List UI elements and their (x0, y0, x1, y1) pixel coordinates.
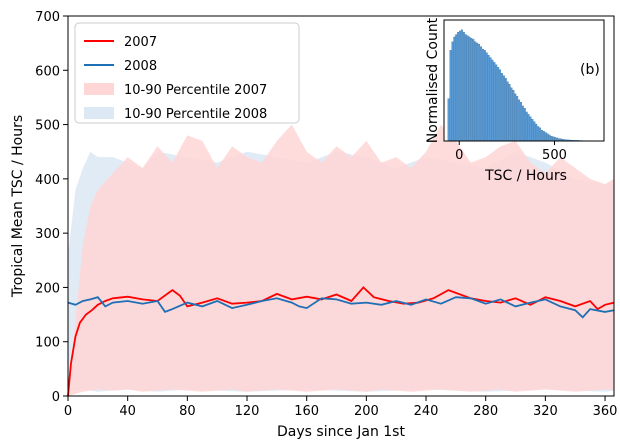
inset-x-tick-label: 0 (455, 148, 463, 163)
x-tick-label: 360 (593, 404, 618, 419)
histogram-bar (490, 58, 492, 141)
histogram-bar (459, 31, 461, 141)
histogram-bar (484, 50, 486, 141)
legend-label: 10-90 Percentile 2008 (124, 107, 267, 122)
histogram-bar (499, 70, 501, 141)
histogram-bar (505, 78, 507, 141)
histogram-bar (480, 47, 482, 141)
histogram-bar (467, 36, 469, 141)
x-tick-label: 40 (119, 404, 136, 419)
legend: 2007 2008 10-90 Percentile 2007 10-90 Perce… (75, 23, 299, 123)
histogram-bar (503, 76, 505, 141)
histogram-bar (450, 50, 452, 141)
histogram-bar (455, 35, 457, 141)
histogram-bar (553, 137, 555, 141)
histogram-bar (463, 32, 465, 141)
x-tick-label: 240 (414, 404, 439, 419)
histogram-bar (513, 90, 515, 141)
histogram-bar (518, 100, 520, 141)
panel-label-b: (b) (580, 62, 600, 78)
inset-x-tick-label: 500 (542, 148, 567, 163)
x-tick-label: 120 (235, 404, 260, 419)
histogram-bar (473, 39, 475, 141)
band-10-90-percentile-2007 (68, 125, 614, 396)
inset-x-axis-label: TSC / Hours (484, 168, 567, 184)
histogram-bar (554, 137, 556, 141)
y-tick-label: 500 (35, 119, 60, 134)
y-axis-label: Tropical Mean TSC / Hours (10, 115, 26, 298)
y-tick-label: 700 (35, 10, 60, 25)
histogram-bar (482, 49, 484, 141)
histogram-bar (495, 65, 497, 141)
histogram-bar (478, 44, 480, 141)
y-tick-label: 100 (35, 336, 60, 351)
histogram-bar (520, 102, 522, 141)
histogram-bar (551, 136, 553, 141)
histogram-bar (532, 119, 534, 141)
histogram-bar (501, 73, 503, 141)
y-tick-label: 400 (35, 173, 60, 188)
histogram-bar (537, 126, 539, 141)
y-tick-label: 600 (35, 64, 60, 79)
x-tick-label: 280 (473, 404, 498, 419)
histogram-bar (461, 30, 463, 141)
histogram-bar (511, 88, 513, 141)
x-tick-label: 80 (179, 404, 196, 419)
histogram-bar (476, 43, 478, 141)
histogram-bar (448, 99, 450, 141)
histogram-bar (494, 62, 496, 141)
histogram-bar (497, 67, 499, 141)
histogram-bar (524, 108, 526, 141)
x-tick-label: 160 (294, 404, 319, 419)
histogram-bar (492, 60, 494, 141)
legend-label: 10-90 Percentile 2007 (124, 83, 267, 98)
y-tick-label: 200 (35, 281, 60, 296)
histogram-bar (454, 37, 456, 141)
histogram-bar (547, 134, 549, 141)
histogram-bar (474, 42, 476, 141)
legend-label: 2007 (124, 35, 157, 50)
histogram-bar (522, 106, 524, 141)
x-tick-label: 200 (354, 404, 379, 419)
histogram-bar (545, 133, 547, 141)
histogram-bar (469, 37, 471, 141)
histogram-bar (535, 124, 537, 141)
y-tick-label: 300 (35, 227, 60, 242)
histogram-bar (457, 32, 459, 141)
legend-swatch-band (84, 83, 114, 95)
histogram-bar (541, 130, 543, 141)
histogram-bar (465, 35, 467, 141)
histogram-bar (526, 112, 528, 141)
histogram-bar (528, 114, 530, 141)
histogram-bar (507, 82, 509, 141)
histogram-bar (543, 131, 545, 141)
histogram-bar (516, 96, 518, 141)
histogram-bar (509, 84, 511, 141)
x-axis-label: Days since Jan 1st (277, 424, 405, 439)
x-tick-label: 0 (64, 404, 72, 419)
inset-y-axis-label: Normalised Count (425, 17, 441, 143)
histogram-bar (471, 38, 473, 141)
histogram-bar (534, 122, 536, 141)
histogram-bar (452, 42, 454, 141)
y-tick-label: 0 (52, 390, 60, 405)
histogram-bar (539, 128, 541, 141)
histogram-bar (549, 135, 551, 141)
histogram-bar (530, 117, 532, 141)
histogram-bar (514, 94, 516, 141)
x-tick-label: 320 (533, 404, 558, 419)
histogram-bar (488, 55, 490, 141)
legend-label: 2008 (124, 59, 157, 74)
legend-swatch-band (84, 107, 114, 119)
histogram-bar (486, 53, 488, 141)
